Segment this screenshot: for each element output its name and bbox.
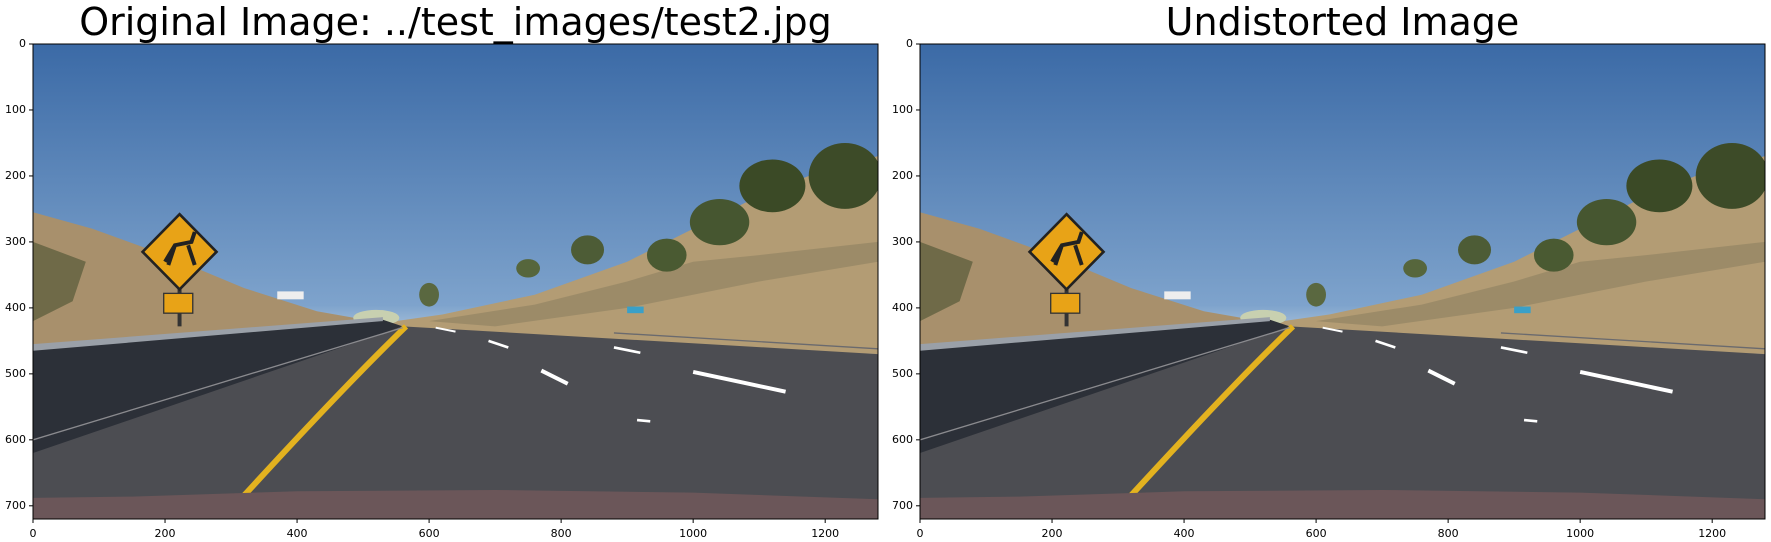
x-tick-label: 1000 — [1566, 527, 1594, 540]
y-tick-label: 600 — [5, 433, 26, 446]
subplot-title: Original Image: ../test_images/test2.jpg — [79, 0, 832, 44]
x-tick-label: 800 — [1438, 527, 1459, 540]
y-tick-label: 500 — [5, 367, 26, 380]
x-tick-label: 1200 — [1698, 527, 1726, 540]
y-tick-label: 300 — [5, 235, 26, 248]
x-tick-label: 0 — [30, 527, 37, 540]
image — [920, 44, 1768, 519]
y-tick-label: 500 — [892, 367, 913, 380]
y-tick-label: 200 — [892, 169, 913, 182]
y-tick-label: 700 — [5, 499, 26, 512]
y-tick-label: 700 — [892, 499, 913, 512]
x-tick-label: 1000 — [679, 527, 707, 540]
axes-frame — [919, 43, 1766, 520]
y-tick-label: 300 — [892, 235, 913, 248]
x-tick-label: 800 — [551, 527, 572, 540]
y-tick-label: 600 — [892, 433, 913, 446]
y-tick-label: 0 — [906, 37, 913, 50]
image — [33, 44, 881, 519]
x-tick-label: 200 — [155, 527, 176, 540]
x-tick-label: 0 — [917, 527, 924, 540]
subplot-title: Undistorted Image — [1166, 0, 1520, 44]
x-tick-label: 400 — [1174, 527, 1195, 540]
axes-frame — [32, 43, 879, 520]
x-tick-label: 200 — [1042, 527, 1063, 540]
y-tick-label: 200 — [5, 169, 26, 182]
y-tick-label: 400 — [892, 301, 913, 314]
y-tick-label: 0 — [19, 37, 26, 50]
y-tick-label: 400 — [5, 301, 26, 314]
y-tick-label: 100 — [892, 103, 913, 116]
x-tick-label: 1200 — [811, 527, 839, 540]
x-tick-label: 400 — [287, 527, 308, 540]
y-tick-label: 100 — [5, 103, 26, 116]
x-tick-label: 600 — [1306, 527, 1327, 540]
x-tick-label: 600 — [419, 527, 440, 540]
